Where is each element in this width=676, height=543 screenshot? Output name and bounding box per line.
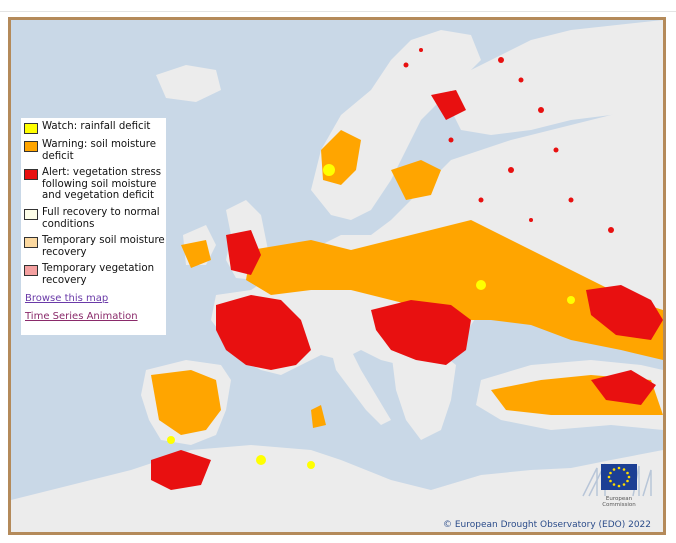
watch-areas <box>167 164 575 469</box>
legend-item-soil-recovery: Temporary soil moisture recovery <box>24 235 166 258</box>
alert-speck <box>403 62 409 68</box>
eu-stars <box>607 466 631 488</box>
alert-speck <box>518 77 524 83</box>
legend-label: Warning: soil moisture deficit <box>42 139 156 162</box>
legend-label: Watch: rainfall deficit <box>42 121 151 132</box>
swatch-watch <box>24 123 38 134</box>
alert-speck <box>538 107 544 113</box>
alert-speck <box>608 227 614 233</box>
time-series-animation-link[interactable]: Time Series Animation <box>25 310 138 322</box>
watch-area <box>256 455 266 465</box>
watch-area <box>307 461 315 469</box>
copyright-text: © European Drought Observatory (EDO) 202… <box>442 520 651 530</box>
alert-areas <box>151 90 663 490</box>
balkans-land <box>391 345 456 440</box>
alert-area <box>591 370 656 405</box>
map-frame: Watch: rainfall deficit Warning: soil mo… <box>8 17 666 535</box>
legend-item-warning: Warning: soil moisture deficit <box>24 139 166 162</box>
iceland-land <box>156 65 221 102</box>
legend-label: Temporary soil moisture recovery <box>42 235 165 258</box>
watch-area <box>167 436 175 444</box>
alert-speck <box>419 48 423 52</box>
swatch-vegetation-recovery <box>24 265 38 277</box>
legend-item-vegetation-recovery: Temporary vegetation recovery <box>24 263 166 286</box>
alert-area <box>151 450 211 490</box>
europe-drought-map[interactable] <box>11 20 663 532</box>
top-rule <box>0 11 676 12</box>
legend-item-alert: Alert: vegetation stress following soil … <box>24 167 166 202</box>
swatch-soil-recovery <box>24 237 38 249</box>
alert-speck <box>568 197 574 203</box>
watch-area <box>323 164 335 176</box>
ec-logo-text-1: European <box>606 496 633 502</box>
map-legend: Watch: rainfall deficit Warning: soil mo… <box>21 118 166 335</box>
ec-logo-text-2: Commission <box>602 502 636 508</box>
warning-area <box>391 160 441 200</box>
alert-speck <box>553 147 559 153</box>
alert-area <box>371 300 471 365</box>
legend-label: Alert: vegetation stress following soil … <box>42 167 162 202</box>
warning-area <box>151 370 221 435</box>
alert-speck <box>478 197 484 203</box>
swatch-warning <box>24 141 38 152</box>
italy-land <box>331 350 391 425</box>
swatch-full-recovery <box>24 208 38 220</box>
alert-speck <box>448 137 454 143</box>
alert-speck <box>529 218 533 222</box>
warning-area <box>311 405 326 428</box>
alert-area <box>586 285 663 340</box>
warning-area <box>246 220 663 360</box>
alert-speck <box>498 57 504 63</box>
alert-area <box>431 90 466 120</box>
watch-area <box>567 296 575 304</box>
legend-label: Temporary vegetation recovery <box>42 263 155 286</box>
european-commission-logo: European Commission <box>582 463 652 508</box>
warning-area <box>181 240 211 268</box>
swatch-alert <box>24 169 38 181</box>
legend-item-full-recovery: Full recovery to normal conditions <box>24 207 166 230</box>
alert-speck <box>508 167 514 173</box>
legend-label: Full recovery to normal conditions <box>42 206 160 230</box>
alert-area <box>226 230 261 275</box>
warning-areas <box>151 130 663 435</box>
alert-area <box>216 295 311 370</box>
watch-area <box>476 280 486 290</box>
finland-land <box>451 20 663 135</box>
alert-specks <box>403 48 614 233</box>
browse-map-link[interactable]: Browse this map <box>25 292 109 304</box>
legend-item-watch: Watch: rainfall deficit <box>24 121 166 134</box>
